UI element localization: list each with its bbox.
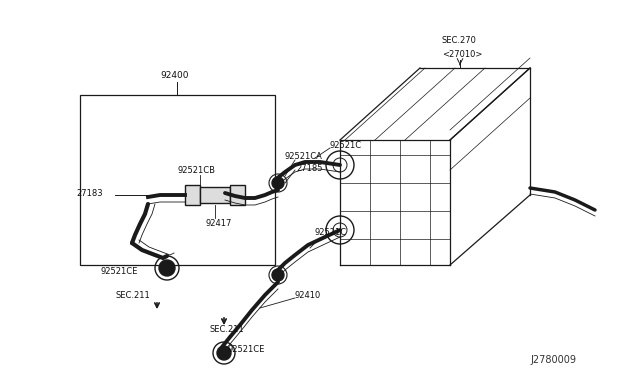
Bar: [230, 185, 245, 205]
Text: 27185: 27185: [296, 164, 323, 173]
Bar: [80, 95, 275, 265]
Text: 92521CE: 92521CE: [100, 267, 138, 276]
Circle shape: [272, 177, 284, 189]
Circle shape: [217, 346, 231, 360]
Text: 92521CA: 92521CA: [285, 151, 323, 160]
Text: 92410: 92410: [295, 291, 321, 299]
Text: 92521C: 92521C: [315, 228, 347, 237]
Text: 92400: 92400: [160, 71, 189, 80]
Text: 92521CE: 92521CE: [228, 346, 266, 355]
Bar: [185, 185, 200, 205]
Text: 92521CB: 92521CB: [178, 166, 216, 174]
Bar: [200, 187, 230, 203]
Circle shape: [272, 269, 284, 281]
Text: 92417: 92417: [205, 218, 232, 228]
Text: SEC.211: SEC.211: [115, 291, 150, 299]
Text: J2780009: J2780009: [530, 355, 576, 365]
Circle shape: [159, 260, 175, 276]
Text: SEC.270: SEC.270: [442, 35, 477, 45]
Text: <27010>: <27010>: [442, 49, 483, 58]
Text: SEC.211: SEC.211: [210, 326, 244, 334]
Text: 27183: 27183: [76, 189, 102, 198]
Text: 92521C: 92521C: [330, 141, 362, 150]
